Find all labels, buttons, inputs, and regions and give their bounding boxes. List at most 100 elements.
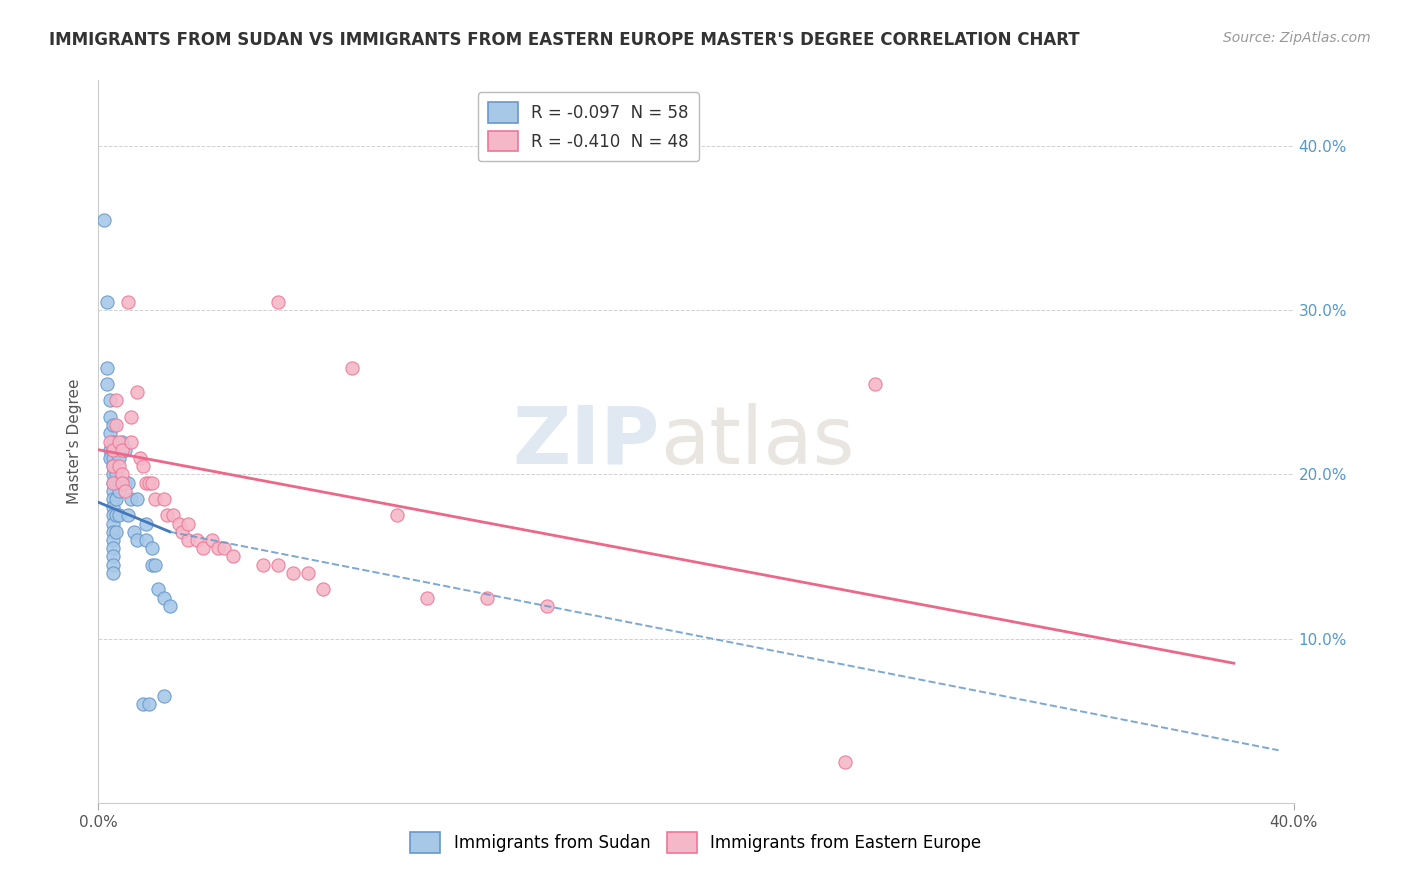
Point [96,360,118,375]
Point [96,295,118,310]
Point [127,385,149,400]
Point [98,450,122,465]
Point [156,508,179,523]
Point [475,591,498,605]
Point [153,591,176,605]
Point [103,566,125,580]
Point [143,491,166,506]
Point [252,558,274,572]
Point [281,566,304,580]
Point [111,467,134,482]
Point [135,475,157,490]
Point [127,533,149,547]
Point [172,524,194,539]
Point [103,508,125,523]
Point [267,295,290,310]
Point [98,426,122,441]
Point [108,483,131,498]
Point [135,533,157,547]
Point [138,475,160,490]
Point [103,442,125,457]
Text: IMMIGRANTS FROM SUDAN VS IMMIGRANTS FROM EASTERN EUROPE MASTER'S DEGREE CORRELAT: IMMIGRANTS FROM SUDAN VS IMMIGRANTS FROM… [49,31,1080,49]
Point [103,442,125,457]
Point [103,558,125,572]
Point [117,295,139,310]
Text: ZIP: ZIP [513,402,661,481]
Point [141,475,163,490]
Point [111,475,134,490]
Point [834,755,856,769]
Point [207,541,229,556]
Point [162,508,184,523]
Point [201,533,224,547]
Point [536,599,558,613]
Text: Source: ZipAtlas.com: Source: ZipAtlas.com [1223,31,1371,45]
Point [114,442,136,457]
Point [103,459,125,474]
Point [120,434,142,449]
Point [105,393,128,408]
Point [114,483,136,498]
Point [103,541,125,556]
Point [103,459,125,474]
Point [103,491,125,506]
Point [342,360,364,375]
Point [141,558,163,572]
Point [117,475,139,490]
Point [143,558,166,572]
Point [111,475,134,490]
Point [108,450,131,465]
Point [129,450,152,465]
Point [108,434,131,449]
Point [103,524,125,539]
Point [98,442,122,457]
Point [105,442,128,457]
Point [132,459,155,474]
Point [103,483,125,498]
Point [103,516,125,531]
Point [120,491,142,506]
Text: atlas: atlas [661,402,855,481]
Point [385,508,409,523]
Legend: Immigrants from Sudan, Immigrants from Eastern Europe: Immigrants from Sudan, Immigrants from E… [404,826,988,860]
Point [103,500,125,515]
Point [120,409,142,424]
Point [105,524,128,539]
Point [267,558,290,572]
Point [108,508,131,523]
Point [98,393,122,408]
Point [103,418,125,433]
Point [222,549,245,564]
Point [297,566,319,580]
Point [167,516,190,531]
Y-axis label: Master's Degree: Master's Degree [67,379,83,504]
Point [153,689,176,703]
Point [103,434,125,449]
Point [98,409,122,424]
Point [138,698,160,712]
Point [108,475,131,490]
Point [153,491,176,506]
Point [416,591,439,605]
Point [177,516,200,531]
Point [98,434,122,449]
Point [132,698,155,712]
Point [93,212,115,227]
Point [186,533,208,547]
Point [865,377,887,392]
Point [114,475,136,490]
Point [103,475,125,490]
Point [105,508,128,523]
Point [117,508,139,523]
Point [124,524,146,539]
Point [311,582,333,597]
Point [103,467,125,482]
Point [105,475,128,490]
Point [108,459,131,474]
Point [111,434,134,449]
Point [105,491,128,506]
Point [159,599,181,613]
Point [111,442,134,457]
Point [103,450,125,465]
Point [127,491,149,506]
